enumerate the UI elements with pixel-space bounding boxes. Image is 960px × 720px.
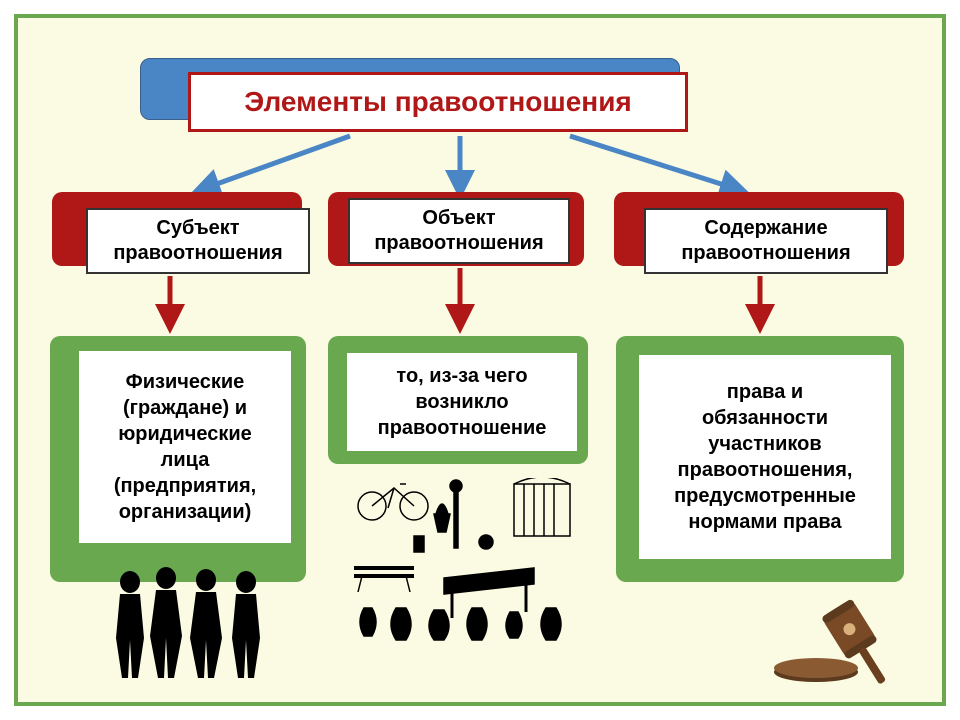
description-box-1: то, из-за чеговозниклоправоотношение — [344, 350, 580, 454]
description-box-0: Физические(граждане) июридическиелица(пр… — [76, 348, 294, 546]
objects-collage-icon — [344, 478, 580, 668]
people-silhouette-icon — [98, 560, 278, 680]
description-box-2: права иобязанностиучастниковправоотношен… — [636, 352, 894, 562]
gavel-icon — [770, 590, 900, 686]
